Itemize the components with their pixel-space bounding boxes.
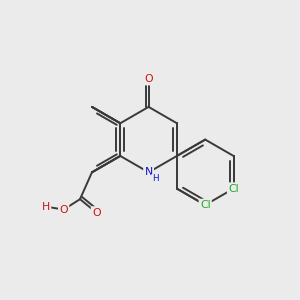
Text: N: N: [145, 167, 153, 177]
Text: O: O: [59, 205, 68, 214]
Text: Cl: Cl: [200, 200, 211, 210]
Text: O: O: [144, 74, 153, 84]
Text: H: H: [152, 174, 158, 183]
Text: O: O: [92, 208, 101, 218]
Text: Cl: Cl: [228, 184, 239, 194]
Text: H: H: [42, 202, 50, 212]
